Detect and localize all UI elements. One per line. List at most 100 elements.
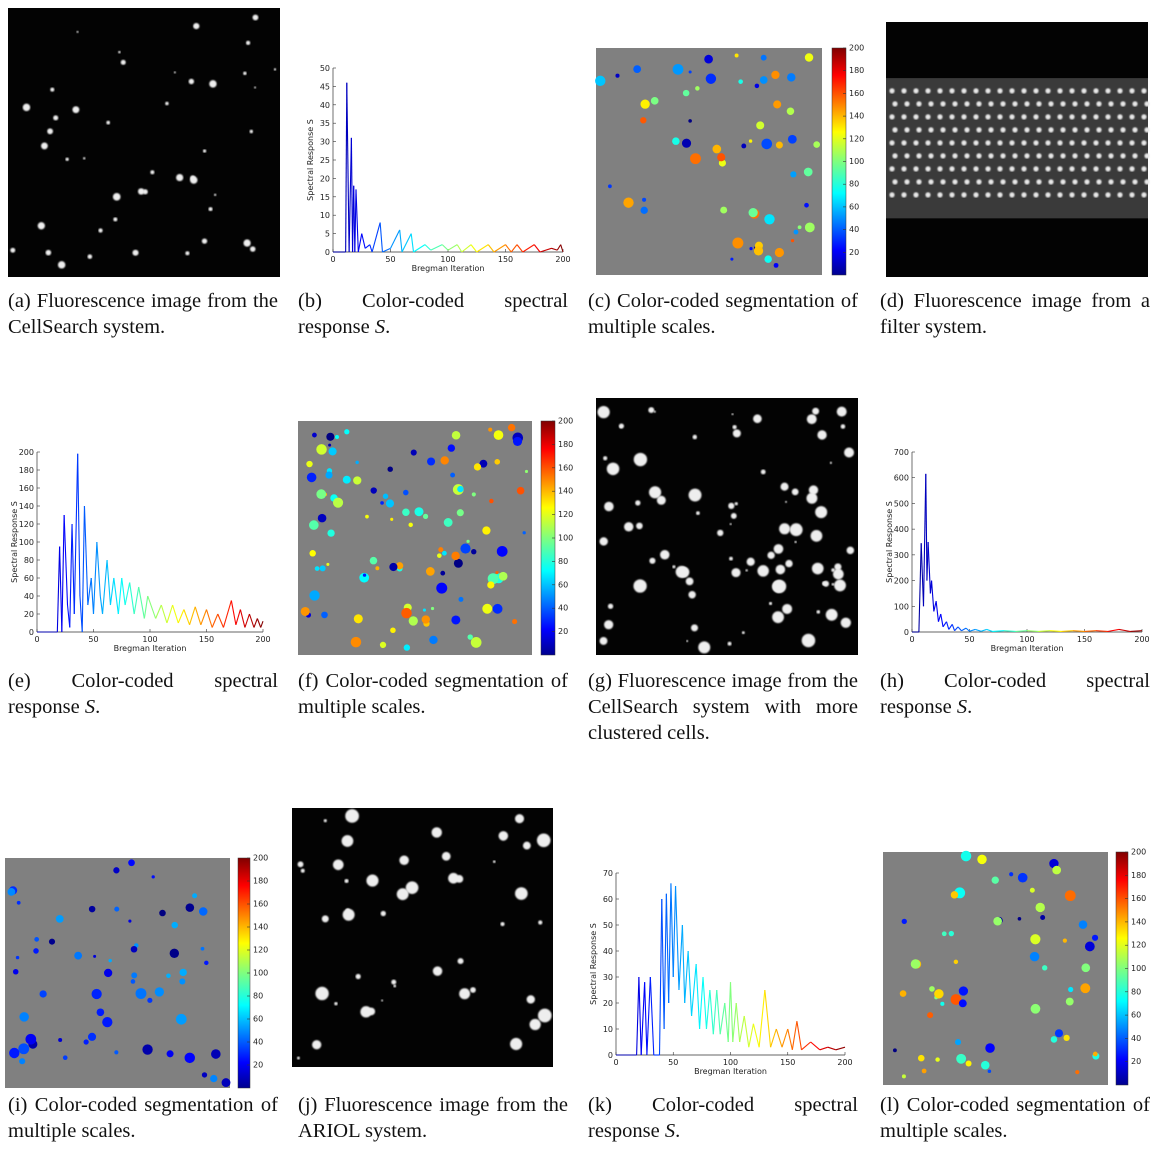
cell (202, 149, 207, 153)
cell (1045, 140, 1051, 146)
cell (949, 192, 955, 198)
segment (387, 466, 393, 472)
cell (1093, 166, 1099, 172)
line-segment (668, 883, 672, 1004)
segment (321, 611, 328, 619)
cell (916, 127, 922, 133)
segment (12, 968, 19, 975)
line-segment (1038, 630, 1051, 633)
cell (901, 140, 907, 146)
fluorescence-image (292, 808, 553, 1067)
cell (1144, 153, 1150, 159)
line-segment (781, 1028, 789, 1048)
cell (812, 407, 820, 415)
cell (120, 59, 126, 65)
segment (813, 141, 821, 148)
colorbar-tick-label: 60 (558, 580, 568, 589)
cell (1024, 153, 1030, 159)
cell (928, 101, 934, 107)
segment (309, 520, 319, 530)
segment (1042, 965, 1048, 971)
line-segment (441, 244, 449, 251)
panel (596, 398, 858, 655)
line-segment (678, 924, 683, 991)
segment (414, 507, 424, 517)
line-segment (382, 247, 391, 253)
segment (440, 570, 446, 576)
cell (768, 601, 773, 606)
line-segment (364, 244, 371, 249)
panel: 0 100 200 300 400 500 600 700 0 50 100 150 200 Bregma… (885, 448, 1150, 653)
cell (1021, 88, 1027, 94)
cell (1000, 127, 1006, 133)
cell (732, 425, 737, 430)
line-segment (810, 1041, 821, 1051)
colorbar-tick-label: 140 (558, 487, 573, 496)
cell (952, 179, 958, 185)
cell (1048, 179, 1054, 185)
cell (1024, 179, 1030, 185)
segment (451, 431, 461, 440)
line-segment (716, 989, 721, 1035)
cell (806, 492, 818, 504)
segment (350, 636, 362, 648)
y-tick-label: 70 (603, 869, 613, 878)
segment (917, 1054, 925, 1062)
cell (498, 831, 509, 841)
cell (925, 192, 931, 198)
cell (1081, 140, 1087, 146)
caption: (c) Color-coded segmentation of multiple… (588, 288, 858, 340)
caption-label: (f) (298, 670, 319, 692)
segment (130, 979, 136, 984)
line-segment (505, 244, 512, 253)
cell (37, 222, 45, 230)
y-tick-label: 45 (320, 82, 330, 91)
cell (1141, 114, 1147, 120)
cell (985, 114, 991, 120)
line-segment (791, 1021, 798, 1050)
segment (159, 909, 166, 917)
segment (438, 547, 444, 553)
segment (204, 960, 209, 966)
caption-symbol: S (84, 696, 96, 718)
cell (988, 179, 994, 185)
line-segment (787, 1028, 793, 1050)
line-segment (117, 577, 123, 615)
y-tick-label: 50 (320, 64, 330, 73)
line-segment (935, 601, 939, 622)
cell (964, 179, 970, 185)
cell (1036, 101, 1042, 107)
line-segment (133, 586, 140, 615)
cell (334, 1001, 338, 1006)
colorbar-tick-label: 60 (1131, 1011, 1141, 1020)
cell (949, 88, 955, 94)
line-segment (189, 606, 196, 625)
segment (19, 1058, 26, 1065)
segment (210, 1074, 218, 1083)
cell (342, 908, 355, 921)
cell (901, 114, 907, 120)
cell (913, 88, 919, 94)
line-segment (355, 189, 359, 253)
cell (245, 40, 251, 46)
line-segment (413, 244, 426, 253)
cell (973, 140, 979, 146)
panel: 20 40 60 80 100 120 140 160 180 200 (298, 417, 573, 656)
line-segment (248, 613, 255, 628)
line-segment (961, 627, 967, 632)
caption: (f) Color-coded segmentation of multiple… (298, 668, 568, 720)
line-segment (937, 613, 942, 622)
segment (353, 614, 363, 624)
segment (379, 641, 387, 649)
cell (243, 239, 251, 247)
cell (901, 166, 907, 172)
colorbar-tick-label: 200 (253, 854, 268, 863)
segment (764, 255, 772, 263)
segment (950, 891, 959, 899)
segment (451, 551, 460, 561)
line-segment (456, 244, 463, 253)
line-segment (533, 244, 541, 253)
cell (1117, 140, 1123, 146)
caption: (b) Color-coded spectral response S. (298, 288, 568, 340)
line-segment (253, 618, 258, 628)
